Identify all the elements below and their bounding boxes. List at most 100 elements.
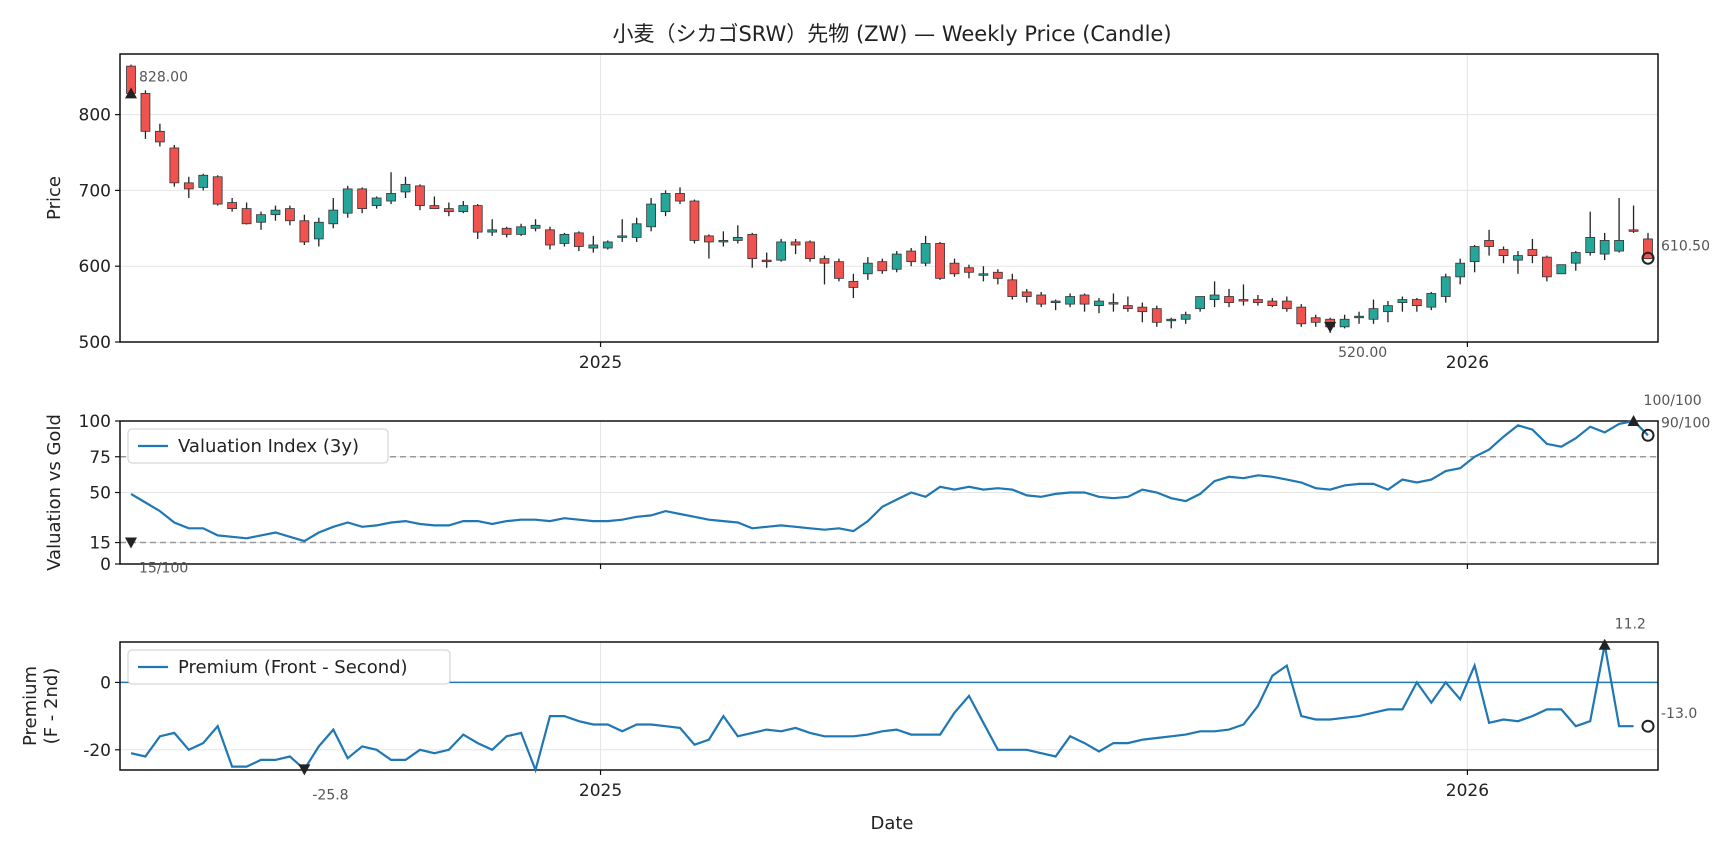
candle-body xyxy=(458,205,469,213)
min-marker xyxy=(1324,321,1337,333)
candle-body xyxy=(1238,299,1249,302)
y-tick-label: 75 xyxy=(89,448,111,468)
candle-body xyxy=(212,176,223,205)
candle-body xyxy=(1614,240,1624,252)
candle-body xyxy=(1281,300,1292,310)
candle-body xyxy=(400,183,411,193)
candle-body xyxy=(848,280,859,288)
candle-body xyxy=(1469,246,1480,263)
candle-body xyxy=(1079,294,1090,305)
candle-body xyxy=(631,223,642,238)
candle-body xyxy=(805,241,815,260)
candle-body xyxy=(891,253,902,270)
x-tick-label: 2026 xyxy=(1446,353,1489,373)
candle-body xyxy=(660,193,671,213)
x-tick-label: 2025 xyxy=(579,353,622,373)
candle-body xyxy=(689,200,700,241)
candle-body xyxy=(1455,262,1466,278)
candle-body xyxy=(862,262,873,275)
y-tick-label: 700 xyxy=(79,181,111,201)
candle-body xyxy=(1267,300,1278,307)
candle-body xyxy=(704,235,714,243)
candle-body xyxy=(1599,240,1610,255)
candle-body xyxy=(487,229,498,233)
candle-body xyxy=(140,93,151,132)
candle-body xyxy=(501,227,512,235)
candle-body xyxy=(545,229,555,246)
y-tick-label: 0 xyxy=(100,673,111,693)
max-marker xyxy=(125,87,137,99)
candle-body xyxy=(1209,294,1220,300)
candle-body xyxy=(978,273,989,276)
candle-body xyxy=(1383,305,1393,313)
candle-body xyxy=(472,205,483,233)
y-tick-label: 500 xyxy=(79,333,111,353)
y-axis-label-line: Premium xyxy=(20,666,41,746)
candle-body xyxy=(573,232,584,247)
last-annotation: 90/100 xyxy=(1661,415,1710,431)
candle-body xyxy=(328,209,339,225)
candle-body xyxy=(588,244,599,249)
y-tick-label: 0 xyxy=(100,555,111,575)
candle-body xyxy=(1224,296,1234,303)
candle-body xyxy=(1108,302,1119,305)
legend-label: Premium (Front - Second) xyxy=(178,657,408,678)
legend-box xyxy=(127,428,389,464)
candle-body xyxy=(906,250,917,263)
candle-body xyxy=(819,258,830,264)
candle-body xyxy=(1368,308,1379,320)
valuation-panel: 015 50 75 100 Valuation vs Gold Valuation Ind… xyxy=(44,393,1710,577)
y-tick-label: 600 xyxy=(79,257,111,277)
series-line xyxy=(130,644,1634,774)
y-axis-label-line: (F - 2nd) xyxy=(41,668,62,745)
candle-body xyxy=(415,185,425,206)
x-tick-label: 2026 xyxy=(1446,781,1489,801)
legend-label: Valuation Index (3y) xyxy=(178,436,359,457)
candle-body xyxy=(241,208,252,225)
candle-body xyxy=(1123,305,1133,310)
candle-body xyxy=(1527,249,1538,256)
y-axis-label: Valuation vs Gold xyxy=(44,414,65,571)
chart-title: 小麦（シカゴSRW）先物 (ZW) — Weekly Price (Candle… xyxy=(612,22,1171,46)
candle-body xyxy=(313,221,324,240)
max-marker xyxy=(1598,638,1611,650)
candle-body xyxy=(1397,299,1408,303)
legend-box xyxy=(127,649,451,685)
candle-body xyxy=(1310,317,1321,323)
candle-body xyxy=(169,147,180,184)
candle-body xyxy=(1498,249,1509,256)
min-marker xyxy=(125,537,137,549)
candle-body xyxy=(386,193,396,202)
candle-body xyxy=(877,261,888,272)
plot-frame xyxy=(119,53,1659,343)
candle-body xyxy=(1065,296,1075,305)
candle-body xyxy=(443,208,454,213)
candle-body xyxy=(1585,237,1596,253)
candle-body xyxy=(155,130,165,143)
y-tick-label: 100 xyxy=(79,412,111,432)
candle-body xyxy=(429,205,440,210)
max-annotation: 100/100 xyxy=(1644,393,1702,409)
max-annotation: 828.00 xyxy=(139,69,188,85)
y-axis-label: Price xyxy=(44,176,65,220)
candle-body xyxy=(602,241,613,249)
candle-body xyxy=(1426,293,1437,308)
candle-body xyxy=(992,271,1003,279)
candle-body xyxy=(1021,291,1032,297)
candle-body xyxy=(617,235,628,238)
min-annotation: -25.8 xyxy=(312,787,348,803)
candle-body xyxy=(949,262,960,275)
candle-body xyxy=(920,243,931,264)
candle-body xyxy=(1643,238,1653,260)
min-annotation: 15/100 xyxy=(139,561,188,577)
candle-body xyxy=(270,209,281,216)
x-tick-label: 2025 xyxy=(579,781,622,801)
min-marker xyxy=(298,764,311,776)
last-annotation: -13.0 xyxy=(1661,706,1697,722)
candle-body xyxy=(790,241,801,246)
price-panel: 500 600 700 800 2025 2026 Price 828.00 520.00 610… xyxy=(44,53,1710,373)
max-annotation: 11.2 xyxy=(1615,617,1646,633)
candle-body xyxy=(1411,299,1422,307)
series-line xyxy=(130,419,1649,543)
x-axis-label: Date xyxy=(870,813,913,834)
